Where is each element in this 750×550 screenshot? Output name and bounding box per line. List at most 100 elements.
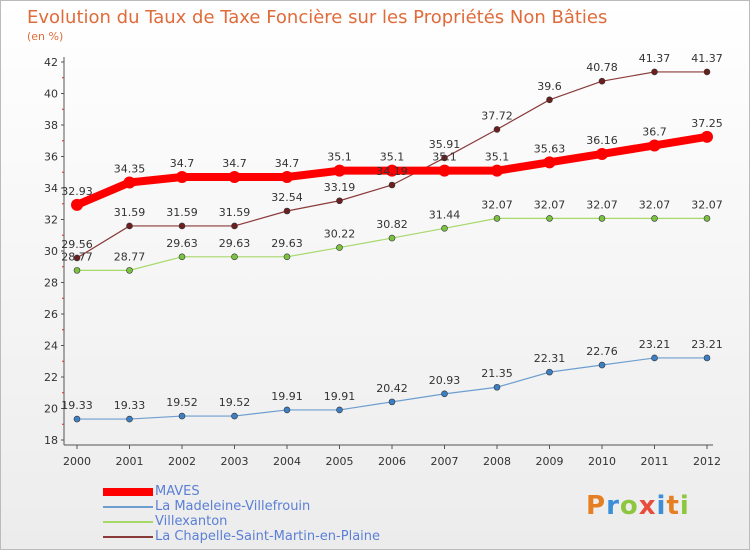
- legend-label-maves: MAVES: [155, 484, 200, 499]
- x-tick-label: 2004: [273, 455, 301, 468]
- data-point-villexanton: [388, 234, 396, 242]
- data-point-la-madeleine: [126, 415, 133, 423]
- y-tick-label: 20: [44, 403, 58, 416]
- data-label-villexanton: 32.07: [691, 198, 723, 211]
- logo-letter: i: [656, 491, 667, 521]
- data-label-maves: 34.7: [170, 157, 195, 170]
- data-point-la-chapelle: [388, 181, 396, 189]
- proxiti-logo: Proxiti: [586, 491, 690, 521]
- data-label-la-chapelle: 29.56: [61, 238, 93, 251]
- data-label-la-madeleine: 23.21: [639, 338, 671, 351]
- x-tick-label: 2007: [431, 455, 459, 468]
- logo-letter: o: [619, 491, 639, 521]
- data-label-maves: 36.16: [586, 134, 618, 147]
- data-point-villexanton: [441, 225, 448, 232]
- data-point-maves: [648, 139, 661, 152]
- y-tick-label: 18: [44, 434, 58, 447]
- y-tick-label: 34: [44, 182, 58, 195]
- data-label-la-chapelle: 37.72: [481, 109, 513, 122]
- legend-label-la-chapelle: La Chapelle-Saint-Martin-en-Plaine: [155, 529, 381, 544]
- legend-swatch-la-chapelle: [103, 535, 153, 538]
- x-tick-label: 2005: [326, 455, 354, 468]
- data-point-maves: [123, 176, 136, 189]
- legend-swatch-villexanton: [103, 520, 153, 523]
- data-label-maves: 35.1: [380, 151, 405, 164]
- data-label-la-chapelle: 39.6: [537, 80, 562, 93]
- data-label-la-chapelle: 31.59: [114, 206, 146, 219]
- data-label-maves: 35.1: [432, 151, 457, 164]
- data-point-la-madeleine: [231, 412, 238, 420]
- data-label-la-chapelle: 35.91: [429, 138, 461, 151]
- legend-item-la-chapelle: La Chapelle-Saint-Martin-en-Plaine: [103, 529, 380, 544]
- legend-item-villexanton: Villexanton: [103, 514, 380, 529]
- data-label-villexanton: 28.77: [61, 250, 93, 263]
- legend-swatch-la-madeleine: [103, 505, 153, 508]
- data-point-la-chapelle: [283, 207, 291, 215]
- data-point-maves: [701, 130, 713, 143]
- logo-letter: P: [586, 491, 607, 521]
- legend: MAVES La Madeleine-Villefrouin Villexant…: [103, 484, 380, 544]
- data-point-la-chapelle: [178, 222, 186, 230]
- data-point-maves: [176, 170, 188, 183]
- legend-swatch-maves: [103, 487, 153, 496]
- data-point-la-madeleine: [73, 415, 81, 423]
- data-point-maves: [71, 198, 83, 211]
- data-point-villexanton: [546, 215, 553, 222]
- data-label-la-chapelle: 34.19: [376, 165, 408, 178]
- data-point-villexanton: [493, 215, 501, 222]
- data-label-la-chapelle: 31.59: [219, 206, 251, 219]
- data-label-la-chapelle: 33.19: [324, 181, 356, 194]
- data-label-villexanton: 29.63: [219, 237, 251, 250]
- data-label-la-chapelle: 41.37: [691, 52, 723, 65]
- data-label-maves: 34.7: [275, 157, 300, 170]
- data-point-la-madeleine: [703, 354, 711, 362]
- data-point-villexanton: [178, 253, 186, 261]
- logo-letter: t: [666, 491, 680, 521]
- data-point-maves: [543, 156, 556, 169]
- data-label-villexanton: 32.07: [639, 198, 671, 211]
- data-label-la-madeleine: 19.91: [324, 390, 356, 403]
- legend-label-villexanton: Villexanton: [155, 514, 228, 529]
- x-tick-label: 2003: [221, 455, 249, 468]
- y-tick-label: 30: [44, 245, 58, 258]
- x-tick-label: 2006: [378, 455, 406, 468]
- data-point-la-chapelle: [231, 222, 238, 230]
- data-point-la-madeleine: [178, 412, 186, 420]
- data-label-maves: 35.1: [327, 151, 352, 164]
- data-point-villexanton: [73, 267, 81, 274]
- y-tick-label: 24: [44, 340, 58, 353]
- logo-letter: x: [638, 491, 657, 521]
- y-tick-label: 42: [44, 56, 58, 69]
- data-label-maves: 35.1: [485, 151, 510, 164]
- data-point-la-madeleine: [493, 383, 501, 391]
- x-tick-label: 2001: [116, 455, 144, 468]
- data-label-villexanton: 32.07: [534, 198, 566, 211]
- data-label-la-chapelle: 32.54: [271, 191, 303, 204]
- data-label-maves: 34.7: [222, 157, 247, 170]
- data-label-villexanton: 30.22: [324, 228, 356, 241]
- data-point-la-madeleine: [336, 406, 343, 414]
- data-point-la-chapelle: [493, 126, 501, 133]
- data-label-villexanton: 29.63: [271, 237, 303, 250]
- data-point-villexanton: [231, 253, 238, 261]
- data-label-maves: 34.35: [114, 162, 146, 175]
- y-tick-label: 32: [44, 214, 58, 227]
- data-label-la-madeleine: 19.52: [166, 396, 198, 409]
- logo-letter: i: [679, 491, 690, 521]
- x-tick-label: 2009: [536, 455, 564, 468]
- y-tick-label: 28: [44, 277, 58, 290]
- x-tick-label: 2002: [168, 455, 196, 468]
- data-label-la-chapelle: 40.78: [586, 61, 618, 74]
- y-tick-label: 40: [44, 88, 58, 101]
- data-point-la-madeleine: [441, 390, 448, 398]
- data-label-villexanton: 30.82: [376, 218, 408, 231]
- data-label-la-chapelle: 31.59: [166, 206, 198, 219]
- data-point-la-madeleine: [598, 361, 606, 369]
- data-point-la-madeleine: [546, 368, 553, 376]
- data-point-la-madeleine: [283, 406, 291, 414]
- data-point-villexanton: [336, 244, 343, 251]
- data-point-la-madeleine: [651, 354, 658, 362]
- data-point-maves: [333, 164, 346, 177]
- data-label-la-madeleine: 23.21: [691, 338, 723, 351]
